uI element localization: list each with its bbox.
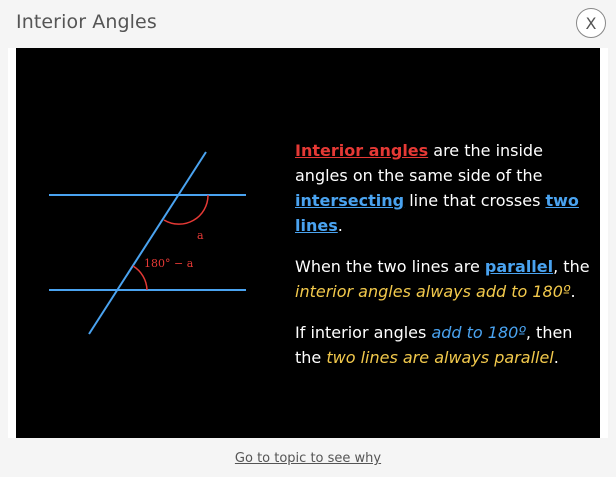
angle-arc-a [163, 194, 209, 225]
angle-label-a: a [197, 229, 204, 242]
paragraph-definition: Interior angles are the inside angles on… [295, 141, 579, 235]
dialog-title: Interior Angles [16, 11, 157, 33]
parallel-link[interactable]: parallel [484, 257, 554, 276]
interior-angles-diagram: a 180° − a [49, 151, 246, 335]
always-parallel-highlight: two lines are always parallel [326, 348, 554, 367]
transversal-line [88, 151, 207, 335]
paragraph-parallel: When the two lines are parallel, the int… [295, 257, 590, 301]
go-to-topic-link[interactable]: Go to topic to see why [234, 451, 382, 466]
interior-angles-link[interactable]: Interior angles [295, 141, 429, 160]
add-to-180-highlight: interior angles always add to 180º [295, 282, 571, 301]
add-to-180-phrase: add to 180º [431, 323, 526, 342]
angle-arc-supplement [132, 265, 148, 291]
explanation-text: Interior angles are the inside angles on… [295, 138, 595, 386]
content-panel: a 180° − a Interior angles are the insid… [16, 48, 600, 438]
angle-label-supplement: 180° − a [144, 257, 194, 270]
intersecting-link[interactable]: intersecting [295, 191, 405, 210]
dialog-header: Interior Angles X [0, 0, 616, 48]
close-button[interactable]: X [576, 8, 606, 38]
paragraph-converse: If interior angles add to 180º, then the… [295, 323, 573, 367]
two-lines-link[interactable]: two lines [295, 191, 579, 235]
